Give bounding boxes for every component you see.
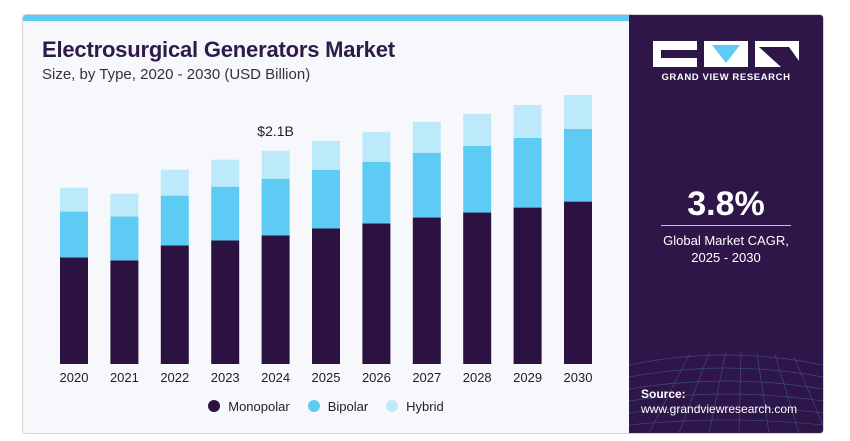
bar-bipolar-2022 [160,195,189,246]
infographic-card: Electrosurgical Generators Market Size, … [22,14,824,434]
brand-name: GRAND VIEW RESEARCH [661,72,791,83]
legend-label: Monopolar [228,399,290,414]
x-tick-label: 2021 [110,370,139,385]
sidebar: GRAND VIEW RESEARCH 3.8% Global Market C… [629,15,823,433]
bar-bipolar-2028 [463,145,492,213]
bar-hybrid-2029 [513,104,542,138]
cagr-label-line1: Global Market CAGR, [663,233,789,248]
bar-monopolar-2024 [261,235,290,364]
bar-hybrid-2025 [312,140,340,170]
bar-hybrid-2022 [160,169,189,196]
chart-legend: Monopolar Bipolar Hybrid [23,399,629,414]
bar-monopolar-2026 [362,223,391,364]
bar-monopolar-2025 [312,228,340,364]
divider [661,225,791,226]
bar-hybrid-2024 [261,150,290,179]
bar-monopolar-2020 [60,257,88,364]
bar-monopolar-2027 [412,217,441,364]
chart-subtitle: Size, by Type, 2020 - 2030 (USD Billion) [42,66,311,83]
x-tick-label: 2027 [412,370,441,385]
bar-bipolar-2021 [110,216,139,261]
bar-hybrid-2023 [211,159,240,187]
legend-swatch [208,400,221,412]
bar-monopolar-2029 [513,207,542,364]
x-tick-label: 2028 [463,370,492,385]
x-tick-label: 2025 [312,370,341,385]
bar-monopolar-2023 [211,240,240,364]
accent-bar [23,15,629,21]
bar-bipolar-2030 [564,128,592,202]
source-url[interactable]: www.grandviewresearch.com [641,402,798,416]
source-note: Source: www.grandviewresearch.com [641,387,797,417]
chart-title: Electrosurgical Generators Market [42,37,395,62]
legend-item-monopolar: Monopolar [208,399,290,414]
bar-hybrid-2030 [564,94,592,129]
legend-label: Bipolar [327,399,369,414]
gvr-logo-icon [653,41,799,67]
bar-hybrid-2026 [362,131,391,162]
bar-hybrid-2020 [60,187,88,212]
x-tick-label: 2029 [513,370,542,385]
cagr-value: 3.8% [687,185,765,223]
bar-hybrid-2028 [463,113,492,146]
legend-item-bipolar: Bipolar [307,399,369,414]
bar-monopolar-2030 [564,201,592,364]
bar-monopolar-2028 [463,212,492,364]
legend-swatch [307,400,320,412]
legend-label: Hybrid [406,399,444,414]
legend-item-hybrid: Hybrid [386,399,444,414]
data-label: $2.1B [257,123,294,139]
decorative-mesh [629,350,823,433]
bar-chart: 2020 2021 2022 2023 2024 $2.1B 2025 2026 2027 202… [60,94,593,385]
x-tick-label: 2026 [362,370,391,385]
bar-bipolar-2020 [60,211,88,258]
bar-bipolar-2027 [412,152,441,218]
cagr-label: Global Market CAGR, 2025 - 2030 [629,232,823,266]
bar-monopolar-2021 [110,260,139,364]
bar-bipolar-2026 [362,161,391,224]
x-tick-label: 2023 [211,370,240,385]
bar-hybrid-2021 [110,193,139,217]
x-tick-label: 2022 [160,370,189,385]
bar-hybrid-2027 [412,121,441,153]
chart-panel: Electrosurgical Generators Market Size, … [23,15,629,433]
bar-bipolar-2024 [261,178,290,236]
legend-swatch [386,400,399,412]
source-label: Source: [641,387,686,401]
bar-monopolar-2022 [160,245,189,364]
x-tick-label: 2030 [564,370,593,385]
bar-bipolar-2025 [312,169,340,229]
cagr-label-line2: 2025 - 2030 [691,250,761,265]
x-tick-label: 2020 [60,370,89,385]
x-tick-label: 2024 [261,370,290,385]
bar-bipolar-2029 [513,137,542,208]
bar-bipolar-2023 [211,186,240,241]
